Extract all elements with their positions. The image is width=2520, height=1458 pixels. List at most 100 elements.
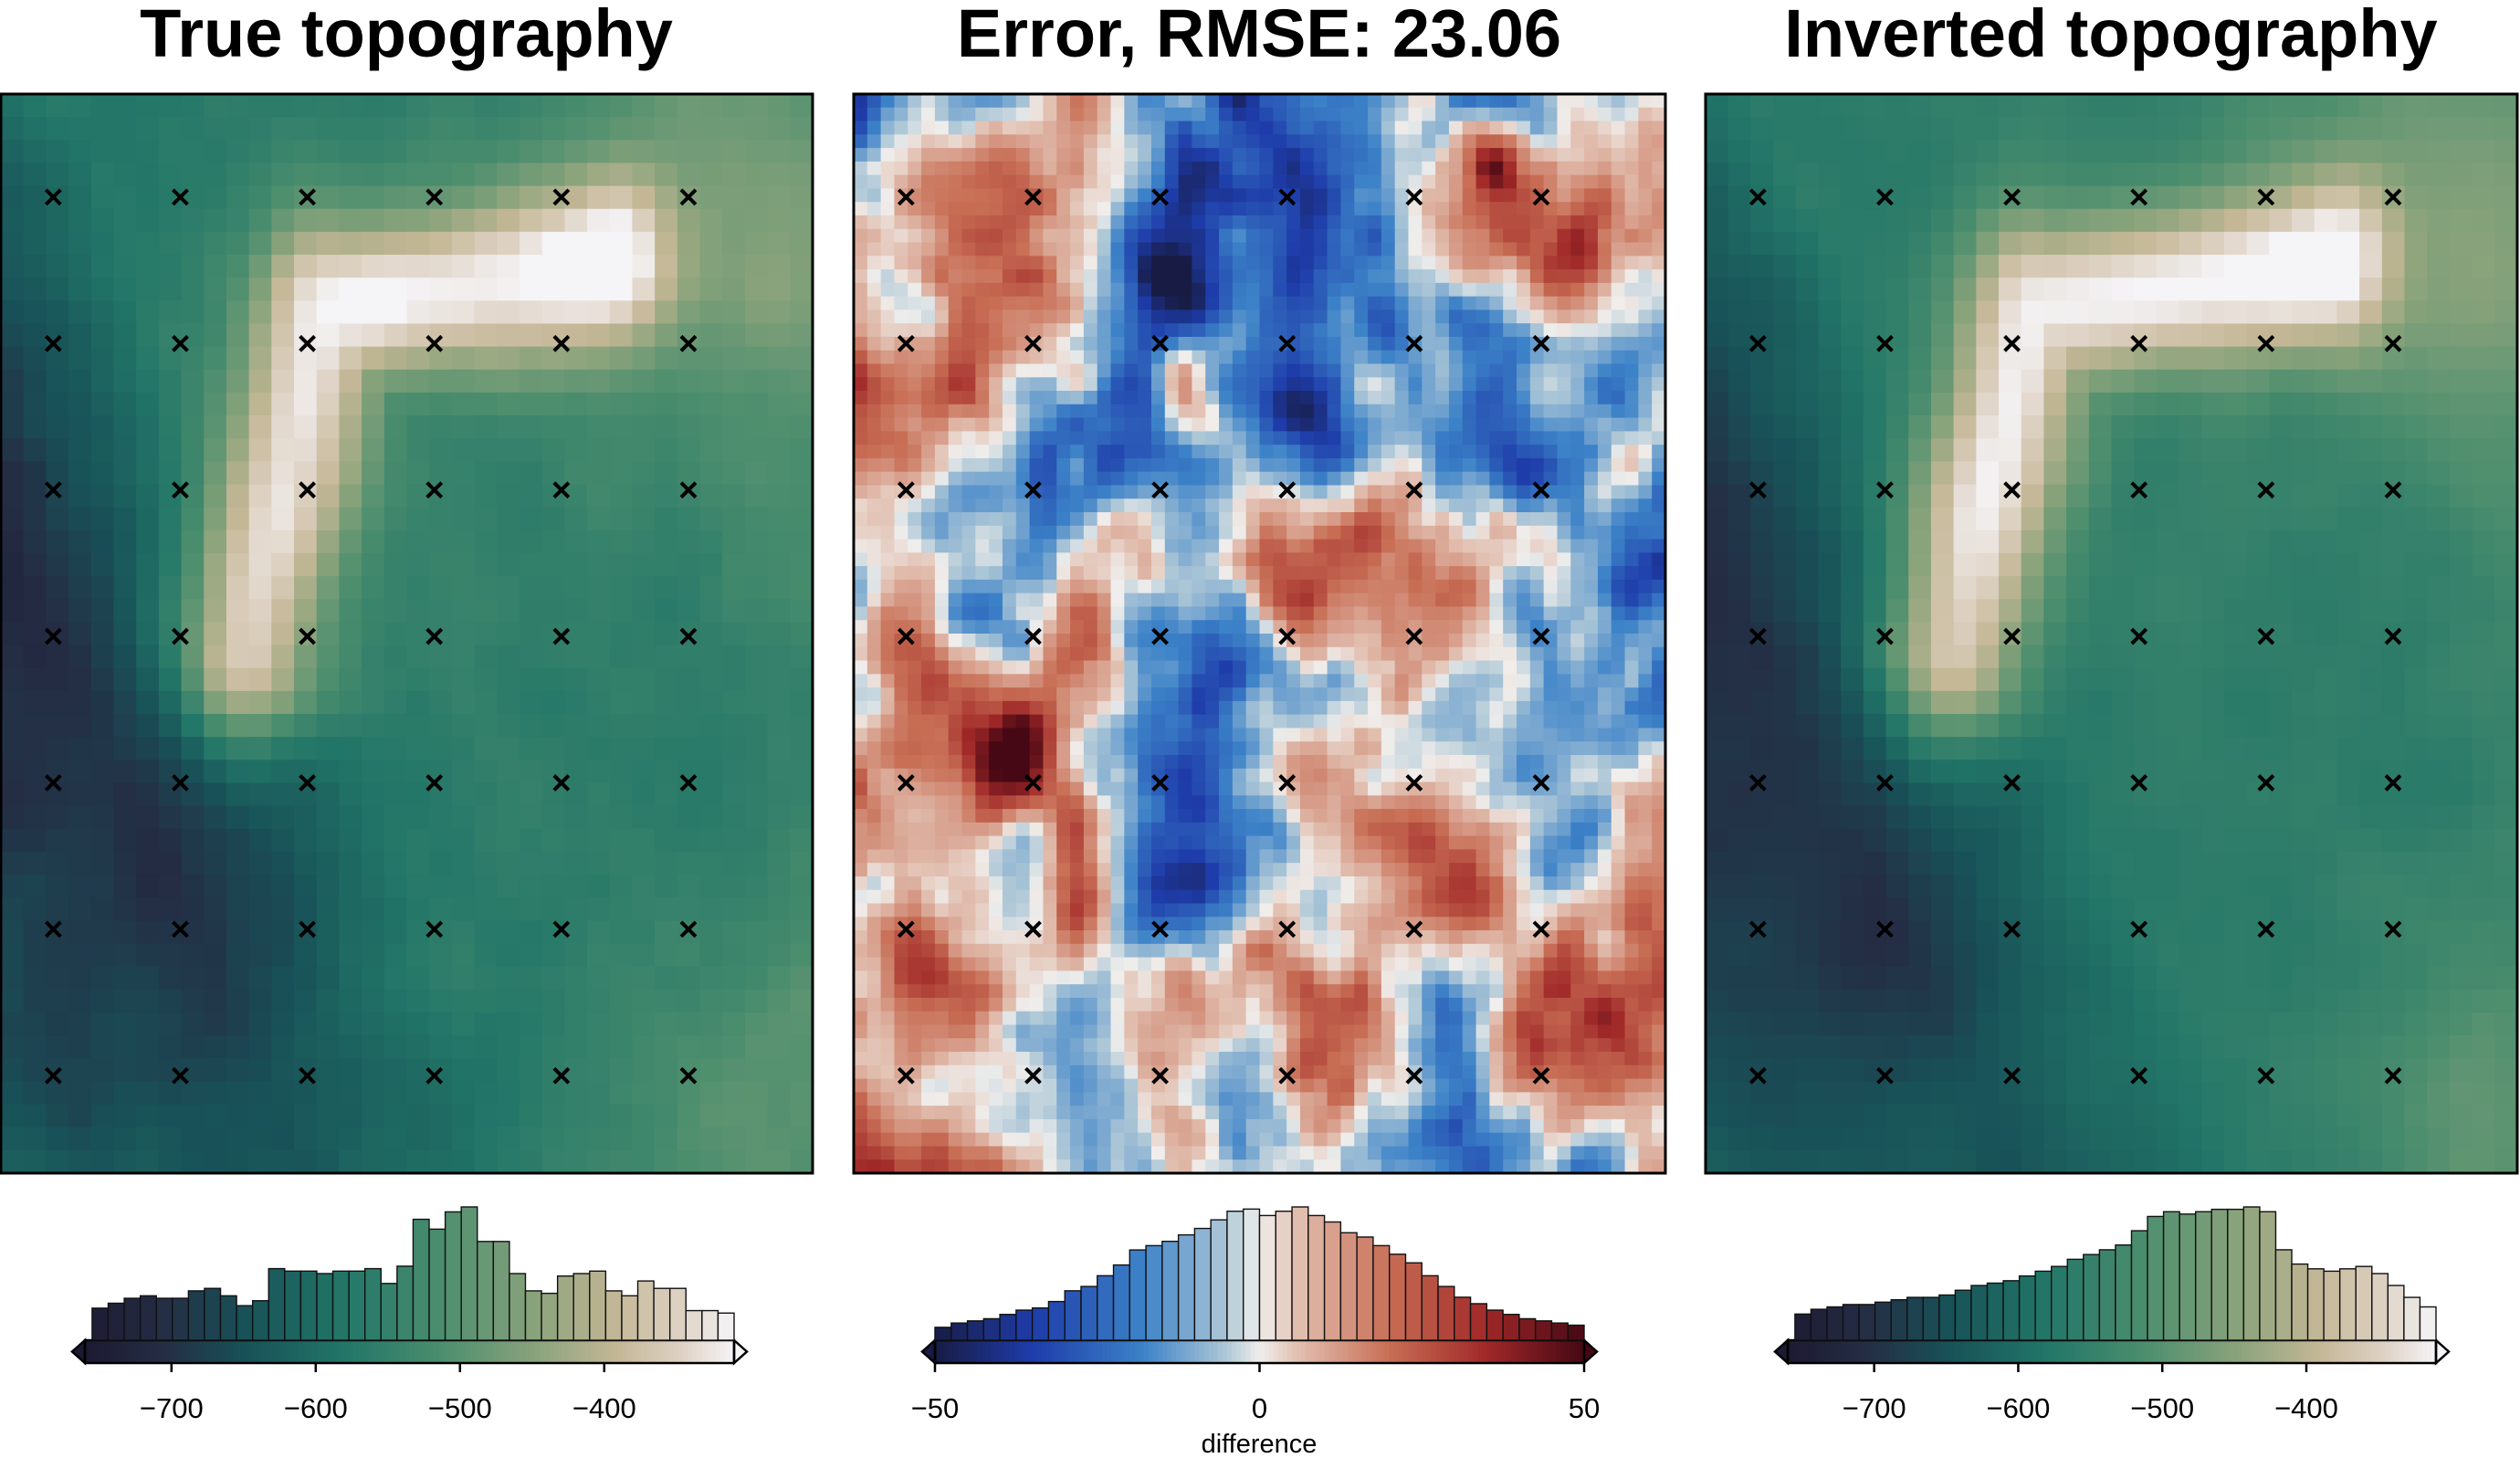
error-cell [1245, 417, 1261, 432]
true-topo-cell [316, 94, 341, 118]
error-cell [1517, 741, 1531, 756]
error-cell [1029, 579, 1045, 594]
error-cell [1394, 242, 1410, 257]
error-cell [908, 512, 922, 527]
error-cell [1138, 485, 1152, 499]
error-cell [1219, 188, 1234, 203]
error-cell [1056, 174, 1071, 190]
error-cell [1462, 674, 1477, 688]
error-cell [1150, 161, 1166, 176]
true-topo-cell [699, 667, 723, 692]
error-cell [1138, 309, 1152, 324]
error-cell [1489, 336, 1504, 351]
true-topo-cell [158, 231, 183, 256]
error-cell [1381, 256, 1396, 270]
true-topo-cell [68, 438, 92, 462]
error-cell [1381, 282, 1396, 298]
error-cell [1448, 134, 1464, 149]
error-cell [1043, 134, 1057, 149]
true-topo-cell [68, 140, 92, 164]
error-cell [1448, 485, 1464, 499]
true-topo-cell [519, 415, 543, 439]
error-cell [1110, 296, 1125, 311]
error-cell [1394, 485, 1410, 499]
error-cell [1475, 700, 1490, 716]
true-topo-cell [541, 94, 565, 118]
error-cell [1164, 336, 1180, 351]
error-cell [1245, 404, 1261, 419]
true-topo-cell [136, 737, 160, 760]
error-cell [1299, 754, 1315, 770]
error-cell [1273, 714, 1287, 729]
error-cell [1638, 445, 1653, 459]
error-cell [908, 714, 922, 729]
error-cell [1313, 687, 1328, 702]
error-cell [1097, 646, 1112, 662]
error-cell [866, 174, 882, 190]
error-cell [1150, 512, 1166, 527]
error-cell [1299, 674, 1315, 688]
error-cell [921, 228, 936, 244]
error-cell [1110, 121, 1125, 135]
error-cell [854, 700, 868, 716]
error-cell [1624, 161, 1639, 176]
true-topo-cell [497, 714, 520, 738]
error-cell [1624, 404, 1639, 419]
error-cell [1192, 363, 1206, 378]
error-cell [1138, 404, 1152, 419]
error-cell [1543, 161, 1559, 176]
error-cell [1056, 768, 1071, 783]
error-cell [1570, 471, 1585, 487]
true-topo-cell [519, 461, 543, 486]
error-cell [1138, 552, 1152, 567]
error-cell [1043, 768, 1057, 783]
error-cell [1435, 121, 1450, 135]
true-topo-cell [1, 140, 25, 164]
error-cell [854, 336, 868, 351]
error-cell [989, 809, 1003, 823]
error-cell [1462, 768, 1477, 783]
error-cell [1299, 741, 1315, 756]
true-topo-cell [632, 1081, 656, 1106]
true-topo-cell [294, 438, 318, 462]
error-cell [1070, 646, 1085, 662]
error-cell [1097, 822, 1112, 837]
error-cell [1259, 512, 1274, 527]
error-cell [1340, 606, 1355, 621]
error-cell [1232, 161, 1247, 176]
error-cell [1097, 471, 1112, 487]
true-topo-cell [429, 507, 453, 531]
true-topo-cell [136, 1149, 160, 1173]
error-cell [1273, 593, 1287, 608]
true-topo-cell [609, 369, 634, 393]
true-topo-cell [383, 851, 408, 876]
true-topo-cell [429, 530, 453, 554]
error-cell [1597, 634, 1612, 648]
error-cell [1245, 457, 1261, 473]
error-cell [1584, 512, 1599, 527]
error-cell [934, 391, 950, 405]
error-cell [1110, 134, 1125, 149]
error-cell [1097, 215, 1112, 230]
error-cell [1597, 714, 1612, 729]
true-topo-cell [294, 255, 318, 278]
error-cell [1245, 741, 1261, 756]
error-cell [854, 269, 868, 284]
error-cell [1503, 498, 1517, 513]
true-topo-cell [587, 369, 611, 393]
error-cell [1462, 228, 1477, 244]
true-topo-cell [632, 231, 656, 256]
true-topo-cell [474, 1058, 498, 1083]
error-cell [1448, 566, 1464, 581]
error-cell [975, 754, 990, 770]
true-topo-cell [722, 1149, 746, 1173]
error-cell [1652, 687, 1665, 702]
error-cell [1313, 323, 1328, 338]
error-cell [1543, 391, 1559, 405]
error-cell [1327, 256, 1341, 270]
error-cell [1394, 634, 1410, 648]
true-topo-cell [632, 507, 656, 531]
true-topo-cell [497, 392, 520, 416]
true-topo-cell [541, 690, 565, 715]
error-cell [1327, 417, 1341, 432]
